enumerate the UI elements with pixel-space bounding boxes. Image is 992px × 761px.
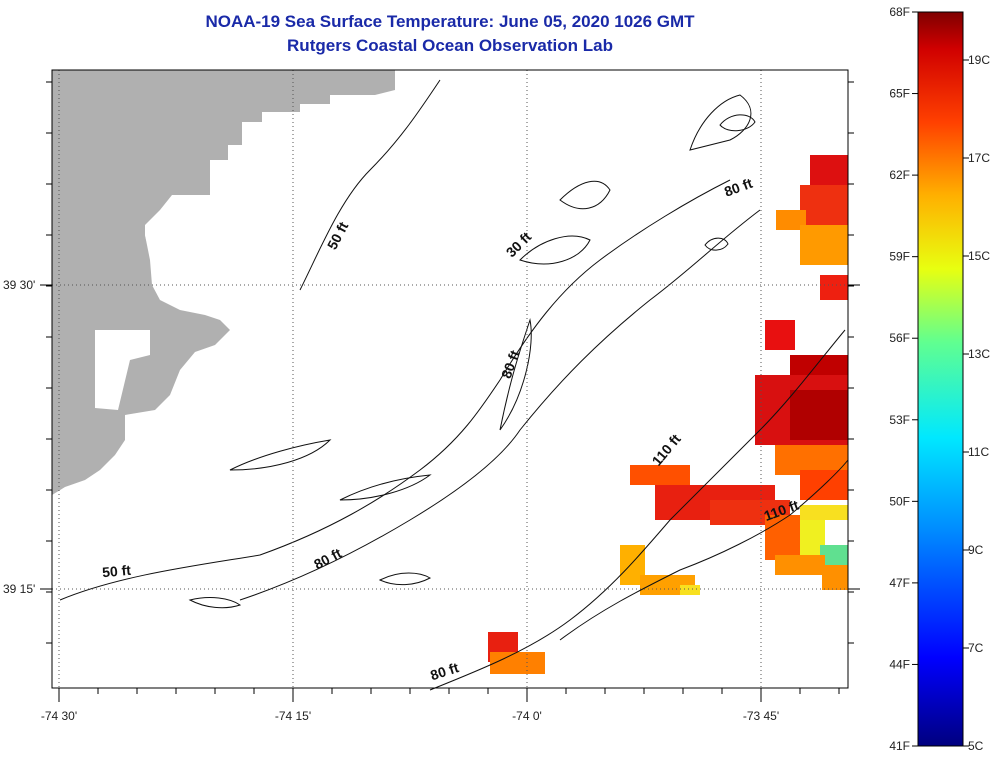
colorbar-f-labels: 68F 65F 62F 59F 56F 53F 50F 47F 44F 41F xyxy=(889,5,918,753)
y-tick-label: 39 15' xyxy=(3,582,35,596)
x-axis: -74 30' -74 15' -74 0' -73 45' xyxy=(41,688,840,723)
colorbar-celsius-label: 15C xyxy=(968,249,990,263)
y-tick-label: 39 30' xyxy=(3,278,35,292)
colorbar-c-labels: 19C 17C 15C 13C 11C 9C 7C 5C xyxy=(963,53,990,753)
land-mass xyxy=(52,70,395,495)
colorbar-celsius-label: 19C xyxy=(968,53,990,67)
colorbar-fahrenheit-label: 53F xyxy=(889,413,910,427)
map-subtitle: Rutgers Coastal Ocean Observation Lab xyxy=(287,36,613,55)
contour-depth-label: 30 ft xyxy=(503,228,535,260)
colorbar-celsius-label: 13C xyxy=(968,347,990,361)
colorbar-fahrenheit-label: 68F xyxy=(889,5,910,19)
colorbar-celsius-label: 5C xyxy=(968,739,984,753)
colorbar-fahrenheit-label: 44F xyxy=(889,657,910,671)
colorbar-celsius-label: 17C xyxy=(968,151,990,165)
colorbar-fahrenheit-label: 47F xyxy=(889,576,910,590)
colorbar-celsius-label: 9C xyxy=(968,543,984,557)
contour-depth-label: 80 ft xyxy=(498,348,523,381)
x-tick-label: -74 0' xyxy=(512,709,542,723)
land-cutouts xyxy=(95,228,230,410)
colorbar-fahrenheit-label: 41F xyxy=(889,739,910,753)
map-frame xyxy=(51,69,849,689)
contour-depth-label: 50 ft xyxy=(324,219,352,252)
x-tick-label: -73 45' xyxy=(743,709,779,723)
colorbar-celsius-label: 7C xyxy=(968,641,984,655)
y-axis: 39 30' 39 15' xyxy=(3,81,860,644)
map-title: NOAA-19 Sea Surface Temperature: June 05… xyxy=(205,12,695,31)
colorbar-celsius-label: 11C xyxy=(968,445,989,459)
colorbar-fahrenheit-label: 50F xyxy=(889,494,910,508)
contour-depth-label: 50 ft xyxy=(102,562,132,580)
x-tick-label: -74 30' xyxy=(41,709,77,723)
colorbar-fahrenheit-label: 65F xyxy=(889,87,910,101)
sst-pixels xyxy=(488,155,848,674)
colorbar-fahrenheit-label: 62F xyxy=(889,168,910,182)
contour-depth-label: 80 ft xyxy=(722,175,755,200)
colorbar-fahrenheit-label: 59F xyxy=(889,250,910,264)
grid-lines xyxy=(52,70,848,688)
x-tick-label: -74 15' xyxy=(275,709,311,723)
colorbar-fahrenheit-label: 56F xyxy=(889,331,910,345)
contour-depth-label: 110 ft xyxy=(649,431,684,469)
bathymetry-contours xyxy=(59,79,849,691)
colorbar xyxy=(917,11,964,747)
contour-depth-label: 80 ft xyxy=(311,545,344,573)
